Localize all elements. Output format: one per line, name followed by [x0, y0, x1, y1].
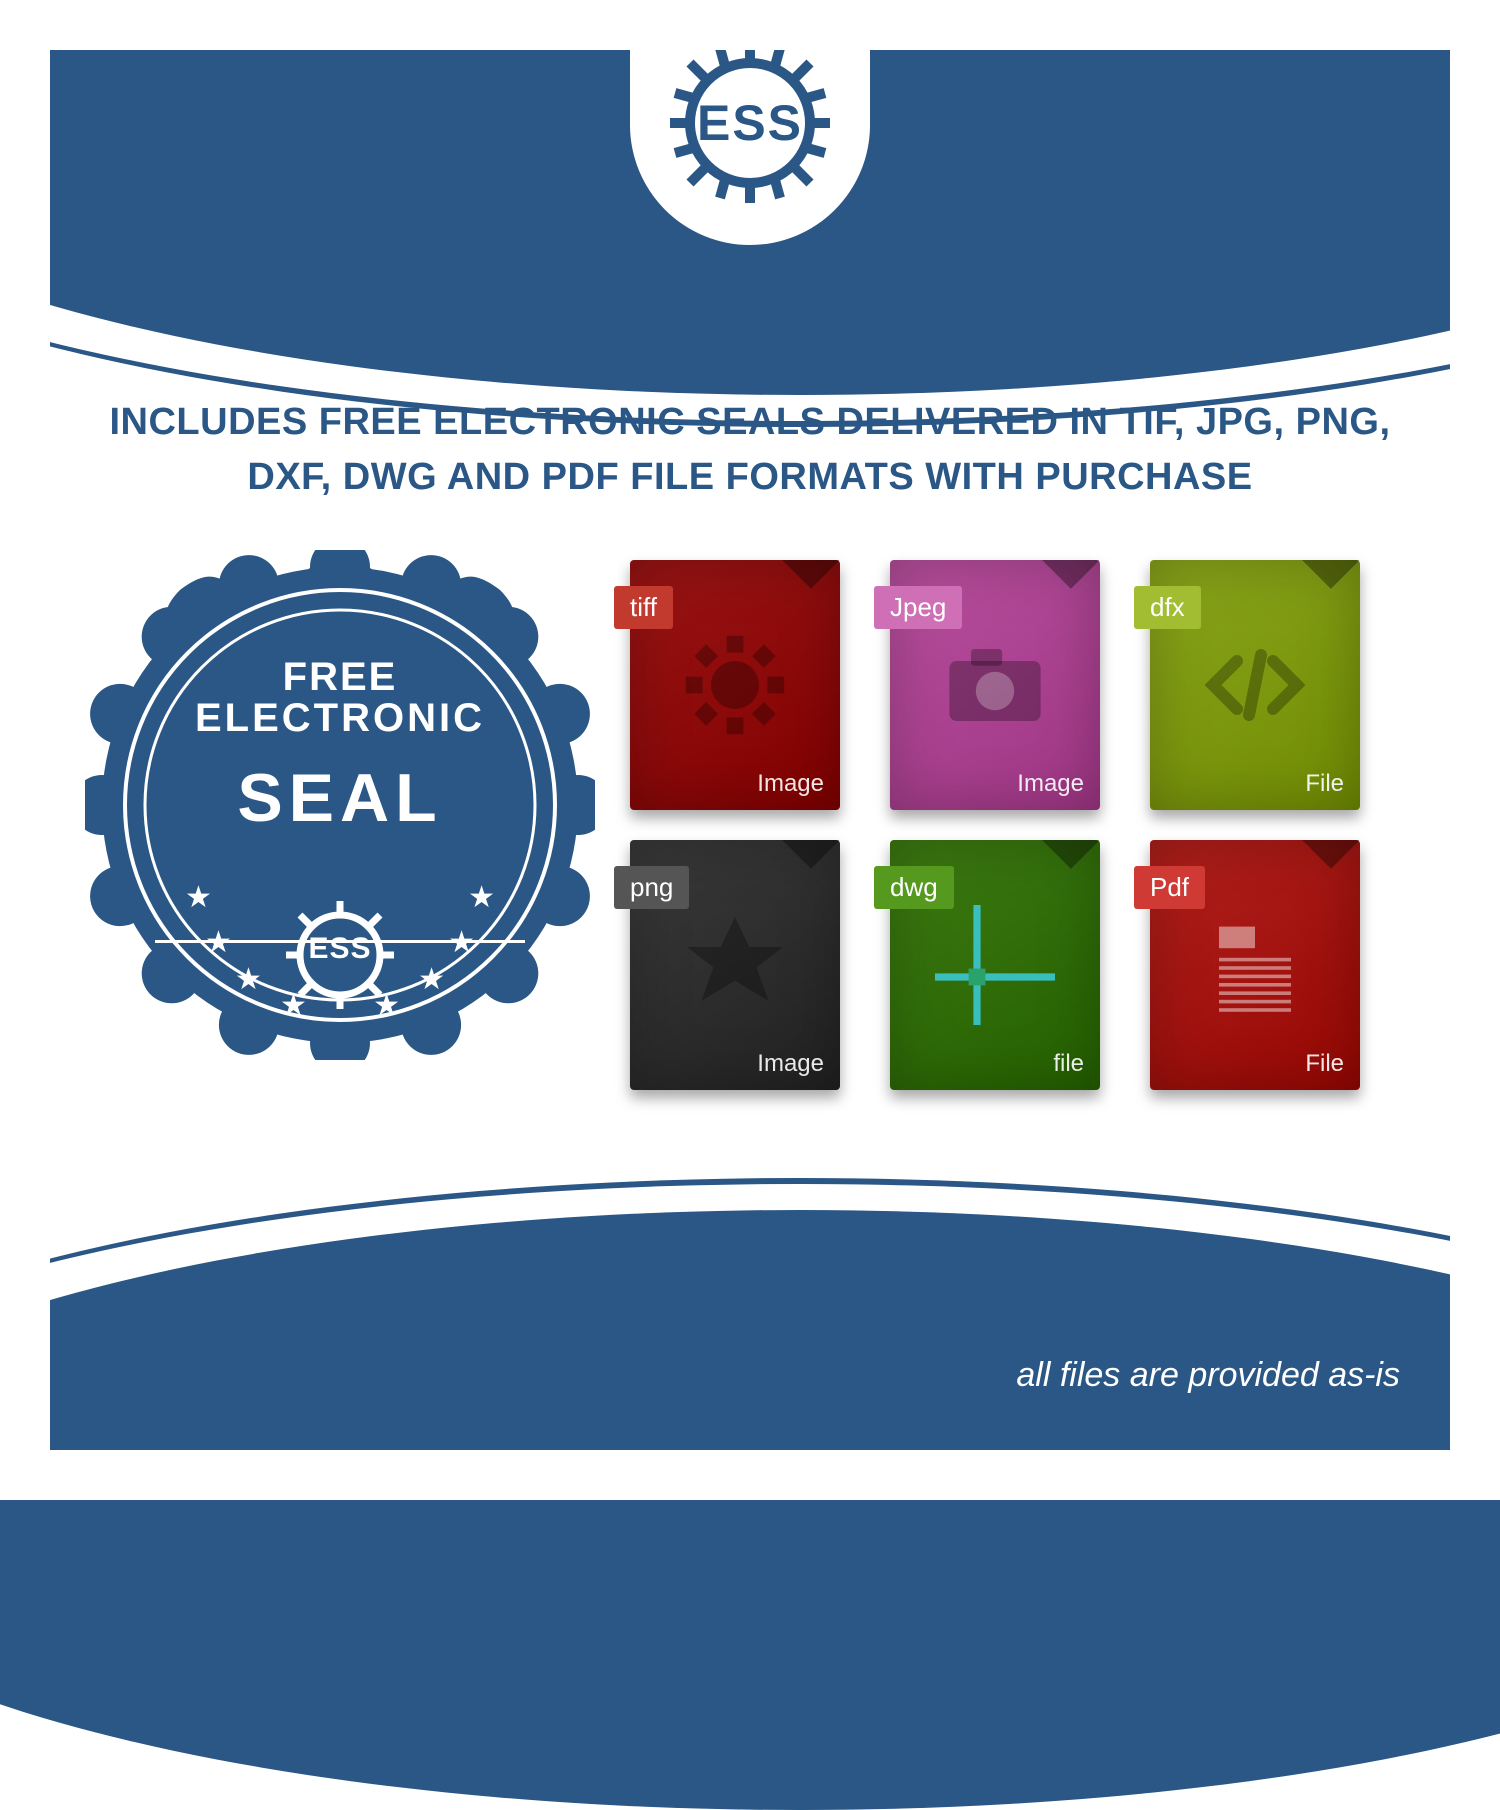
file-icon-dwg: dwg file: [890, 840, 1100, 1090]
logo-text: ESS: [697, 94, 803, 152]
seal-stars: ★ ★ ★ ★ ★ ★ ★ ★ ★: [85, 550, 595, 1060]
file-kind-label: File: [1305, 1050, 1344, 1078]
file-kind-label: File: [1305, 770, 1344, 798]
file-format-label: tiff: [614, 586, 673, 629]
file-format-label: dfx: [1134, 586, 1201, 629]
file-kind-label: Image: [757, 770, 824, 798]
infographic-canvas: ESS INCLUDES FREE ELECTRONIC SEALS DELIV…: [0, 0, 1500, 1500]
file-kind-label: file: [1053, 1050, 1084, 1078]
file-format-label: Pdf: [1134, 866, 1205, 909]
ess-logo: ESS: [665, 38, 835, 208]
file-icon-tiff: tiff Image: [630, 560, 840, 810]
logo-plate: ESS: [630, 0, 870, 245]
file-format-grid: tiff Image Jpeg Image dfx File png Image…: [630, 560, 1380, 1100]
file-format-label: png: [614, 866, 689, 909]
file-icon-pdf: Pdf File: [1150, 840, 1360, 1090]
file-format-label: dwg: [874, 866, 954, 909]
file-icon-jpeg: Jpeg Image: [890, 560, 1100, 810]
headline-text: INCLUDES FREE ELECTRONIC SEALS DELIVERED…: [100, 395, 1400, 505]
file-kind-label: Image: [1017, 770, 1084, 798]
free-electronic-seal-badge: FREE ELECTRONIC SEAL ESS: [85, 550, 595, 1060]
bottom-arc-fill: [0, 1210, 1500, 1810]
file-icon-dfx: dfx File: [1150, 560, 1360, 810]
footnote-text: all files are provided as-is: [1016, 1356, 1400, 1395]
file-kind-label: Image: [757, 1050, 824, 1078]
file-format-label: Jpeg: [874, 586, 962, 629]
file-icon-png: png Image: [630, 840, 840, 1090]
